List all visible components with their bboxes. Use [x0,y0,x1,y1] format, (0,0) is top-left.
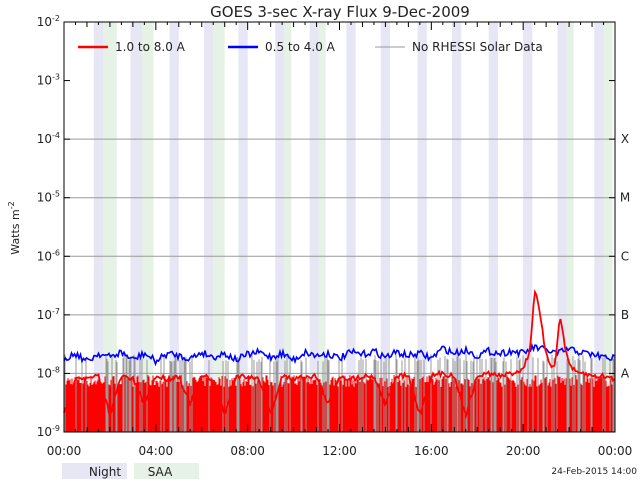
y-tick-base: 10 [37,308,52,322]
night-band [557,22,567,432]
y-tick-base: 10 [37,191,52,205]
saa-band [103,22,117,432]
footer-date: 24-Feb-2015 14:00 [551,467,637,477]
night-legend-label: Night [89,465,122,479]
saa-band [566,22,574,432]
y-tick-exponent: -8 [52,365,60,374]
y-tick-base: 10 [37,425,52,439]
x-tick-label: 00:00 [598,444,633,458]
y-axis-label: Watts m-2 [7,201,22,254]
y-tick-label: 10-8 [37,365,60,380]
night-band [275,22,285,432]
flare-class-label: C [621,249,629,263]
y-tick-label: 10-6 [37,248,60,263]
x-tick-label: 00:00 [47,444,82,458]
saa-band [213,22,225,432]
night-band [488,22,498,432]
y-tick-base: 10 [37,366,52,380]
x-tick-label: 12:00 [322,444,357,458]
night-band [238,22,248,432]
chart-title: GOES 3-sec X-ray Flux 9-Dec-2009 [210,3,470,21]
y-tick-label: 10-9 [37,424,60,439]
y-tick-base: 10 [37,15,52,29]
series-line-1-8A [63,342,615,367]
series-lines [63,288,616,420]
x-tick-label: 04:00 [139,444,174,458]
y-tick-exponent: -2 [52,14,60,23]
y-tick-label: 10-7 [37,307,60,322]
saa-band [284,22,292,432]
flare-class-label: M [620,191,630,205]
y-tick-base: 10 [37,132,52,146]
x-tick-label: 16:00 [414,444,449,458]
night-band [380,22,391,432]
y-tick-exponent: -5 [52,190,60,199]
y-tick-label: 10-2 [37,14,60,29]
saa-band [142,22,154,432]
y-tick-base: 10 [37,74,52,88]
y-tick-base: 10 [37,249,52,263]
y-tick-exponent: -9 [52,424,60,433]
y-tick-label: 10-5 [37,190,60,205]
night-band [130,22,143,432]
footer: Night SAA 24-Feb-2015 14:00 [62,463,637,479]
night-band [346,22,356,432]
legend-label: 0.5 to 4.0 A [265,40,336,54]
legend-label: No RHESSI Solar Data [412,40,543,54]
night-band [93,22,104,432]
y-axis-label-text: Watts m [9,209,22,254]
series-line-0.5-4A [63,288,616,420]
x-tick-label: 08:00 [230,444,265,458]
night-band [204,22,214,432]
night-band [169,22,179,432]
y-tick-exponent: -6 [52,248,60,257]
night-band [417,22,427,432]
saa-legend-swatch [134,463,199,479]
y-tick-exponent: -7 [52,307,60,316]
night-band [451,22,462,432]
y-tick-exponent: -3 [52,73,60,82]
legend: 1.0 to 8.0 A 0.5 to 4.0 A No RHESSI Solar … [78,40,543,54]
svg-text:Watts m-2: Watts m-2 [7,201,22,254]
flare-class-label: A [621,366,630,380]
night-legend-swatch [62,463,127,479]
saa-band [318,22,326,432]
saa-legend-label: SAA [148,465,173,479]
y-axis-label-sup: -2 [7,201,16,209]
flare-class-label: X [621,132,629,146]
saa-band [603,22,613,432]
night-band [594,22,604,432]
night-band [309,22,319,432]
legend-label: 1.0 to 8.0 A [115,40,186,54]
y-tick-label: 10-4 [37,131,60,146]
night-band [523,22,533,432]
flare-class-label: B [621,308,629,322]
night-saa-bands [93,22,613,432]
y-tick-exponent: -4 [52,131,60,140]
x-tick-label: 20:00 [506,444,541,458]
y-tick-label: 10-3 [37,73,60,88]
axes: 10-910-810-710-610-510-410-310-200:00 04:… [37,14,633,458]
background-noise [64,354,615,432]
